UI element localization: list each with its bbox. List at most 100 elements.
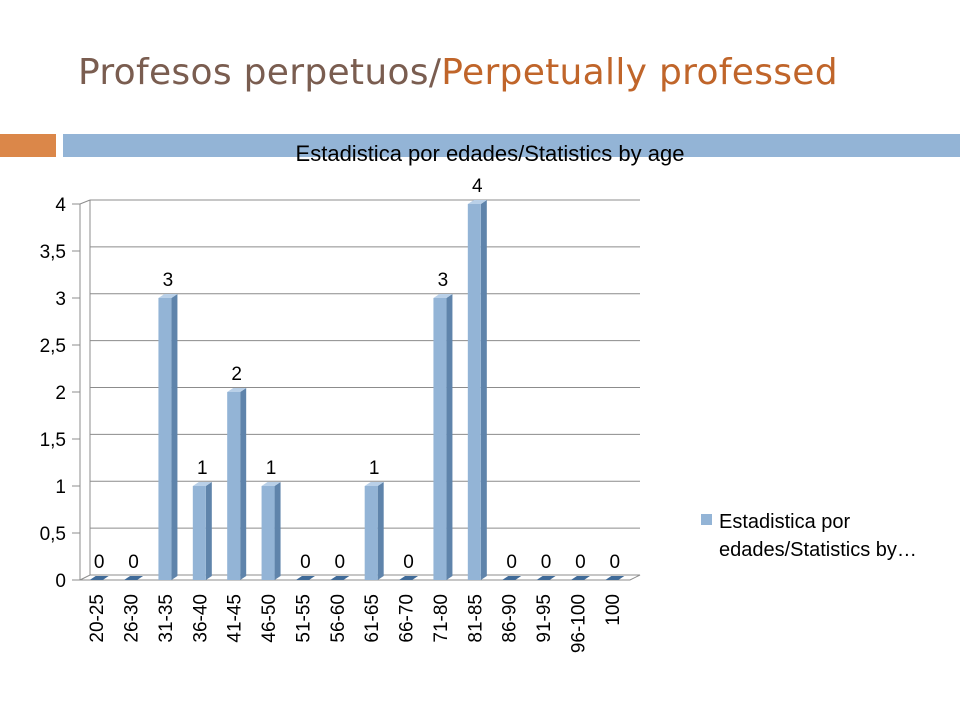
bar-side [377,482,384,580]
y-tick-label: 3,5 [40,242,66,263]
bar-side [446,294,453,580]
bar-front [433,298,447,580]
accent-bar-orange [0,134,56,157]
y-tick-label: 1 [55,477,66,498]
y-tick-label: 0 [55,571,66,592]
bar [330,576,350,580]
chart-bars [89,200,625,580]
bar-flat [399,576,419,580]
bar-top [192,482,212,486]
x-tick-label: 56-60 [328,594,349,643]
data-label: 0 [575,552,586,573]
x-tick-label: 81-85 [465,594,486,643]
data-label: 3 [438,270,449,291]
data-label: 1 [369,458,380,479]
chart-floor [79,574,641,581]
x-tick-label: 66-70 [397,594,418,643]
bar-flat [330,576,350,580]
data-label: 1 [197,458,208,479]
bar-flat [89,576,109,580]
bar [227,388,247,580]
bar-side [274,482,281,580]
bar-side [171,294,178,580]
bar-front [158,298,172,580]
bar-flat [570,576,590,580]
x-tick-label: 41-45 [225,594,246,643]
bar-front [261,486,275,580]
data-label: 4 [472,176,483,197]
legend-swatch [701,514,712,525]
bar [124,576,144,580]
legend-label-line-1: Estadistica por [719,511,851,533]
x-tick-label: 96-100 [568,594,589,653]
bar-flat [124,576,144,580]
slide-title-part-2: Perpetually professed [441,52,838,93]
data-label: 0 [300,552,311,573]
bar-top [433,294,453,298]
x-tick-label: 51-55 [293,594,314,643]
bar [467,200,487,580]
bar [295,576,315,580]
y-tick-label: 3 [55,289,66,310]
bar-flat [502,576,522,580]
chart-title: Estadistica por edades/Statistics by age [296,141,685,166]
x-tick-label: 46-50 [259,594,280,643]
data-label: 1 [266,458,277,479]
data-label: 2 [231,364,242,385]
bar [433,294,453,580]
legend-label-line-2: edades/Statistics by… [719,539,917,561]
bar-flat [605,576,625,580]
bar [605,576,625,580]
bar [364,482,384,580]
bar [158,294,178,580]
y-tick-label: 1,5 [40,430,66,451]
x-tick-label: 86-90 [500,594,521,643]
data-label: 0 [610,552,621,573]
bar [570,576,590,580]
bar-flat [536,576,556,580]
y-tick-label: 2 [55,383,66,404]
bar-top [467,200,487,204]
bar-flat [295,576,315,580]
bar-side [240,388,247,580]
chart-axes [72,199,641,581]
bar-top [261,482,281,486]
x-tick-label: 61-65 [362,594,383,643]
data-label: 0 [403,552,414,573]
data-label: 0 [506,552,517,573]
data-label: 0 [335,552,346,573]
x-tick-label: 20-25 [87,594,108,643]
data-label: 3 [163,270,174,291]
bar-front [364,486,378,580]
bar [502,576,522,580]
bar [261,482,281,580]
bar [399,576,419,580]
x-tick-label: 36-40 [190,594,211,643]
x-tick-label: 91-95 [534,594,555,643]
y-tick-label: 0,5 [40,524,66,545]
data-label: 0 [128,552,139,573]
data-label: 0 [94,552,105,573]
x-tick-label: 100 [603,594,624,626]
slide-title-part-1: Profesos perpetuos/ [78,52,442,93]
bar-front [192,486,206,580]
x-tick-label: 71-80 [431,594,452,643]
y-tick-label: 4 [55,195,66,216]
y-tick-label: 2,5 [40,336,66,357]
bar-side [480,200,487,580]
bar [192,482,212,580]
bar [89,576,109,580]
data-label: 0 [541,552,552,573]
bar-front [227,392,241,580]
bar [536,576,556,580]
slide-title: Profesos perpetuos/Perpetually professed [78,52,838,93]
bar-top [364,482,384,486]
data-labels: 0 0 3 1 2 1 0 0 1 0 3 4 0 0 0 0 [94,176,620,573]
bar-top [227,388,247,392]
bar-side [205,482,212,580]
chart-legend: Estadistica por edades/Statistics by… [701,511,917,561]
wall-corner-edge [79,199,91,205]
x-tick-label: 31-35 [156,594,177,643]
bar-front [467,204,481,580]
